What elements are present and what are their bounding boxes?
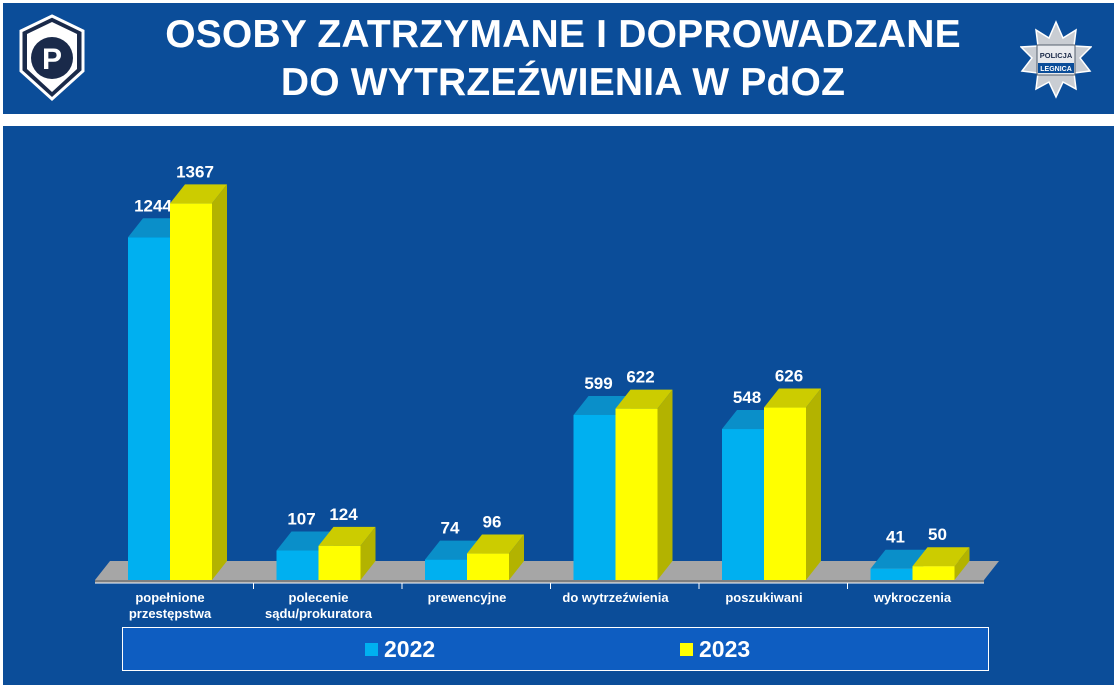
data-label-2022-4: 548 [733, 388, 761, 407]
title-line-1: OSOBY ZATRZYMANE I DOPROWADZANE [165, 13, 961, 56]
data-label-2023-1: 124 [329, 505, 358, 524]
bar-2022-4 [722, 429, 764, 580]
legend-label-2022: 2022 [384, 635, 436, 662]
bar-2022-1 [276, 550, 319, 580]
bar-side-2023-2 [509, 534, 524, 580]
logo-letter: P [42, 43, 62, 76]
bar-2022-5 [870, 568, 913, 580]
bar-2023-3 [615, 408, 658, 580]
bar-2023-1 [318, 545, 361, 580]
bar-top-2023-1 [318, 526, 376, 546]
bar-top-2023-3 [615, 389, 673, 409]
bar-2023-2 [467, 553, 509, 580]
badge-text-bottom: LEGNICA [1040, 66, 1072, 73]
data-label-2023-5: 50 [928, 525, 947, 544]
legend-swatch-2022 [365, 642, 378, 656]
x-tick-label-3-0: do wytrzeźwienia [562, 590, 669, 605]
bar-top-2023-0 [170, 184, 227, 204]
bar-top-2023-4 [764, 388, 821, 408]
data-label-2022-3: 599 [584, 374, 612, 393]
chart-floor-edge [95, 580, 984, 583]
x-tick-label-4-0: poszukiwani [725, 590, 802, 605]
x-tick-label-0-1: przestępstwa [129, 606, 212, 621]
header-banner: P OSOBY ZATRZYMANE I DOPROWADZANE DO WYT… [3, 3, 1114, 114]
chart-legend: 2022 2023 [122, 627, 989, 671]
title-line-2: DO WYTRZEŹWIENIA W PdOZ [280, 61, 846, 104]
legend-swatch-2023 [680, 642, 693, 656]
data-label-2023-4: 626 [775, 367, 803, 386]
badge-text-top: POLICJA [1040, 51, 1073, 60]
data-label-2022-0: 1244 [134, 196, 172, 215]
x-tick-label-0-0: popełnione [135, 590, 204, 605]
police-prevention-logo-icon: P [19, 14, 85, 102]
legend-item-2023: 2023 [680, 635, 750, 663]
data-label-2023-2: 96 [483, 513, 502, 532]
legend-label-2023: 2023 [699, 635, 751, 662]
bar-side-2023-1 [360, 526, 376, 580]
bar-side-2023-4 [806, 388, 821, 580]
bar-2023-4 [764, 407, 806, 580]
bar-top-2023-5 [912, 547, 970, 567]
bar-2023-5 [912, 566, 955, 580]
x-tick-label-1-0: polecenie [289, 590, 349, 605]
bar-side-2023-0 [212, 184, 227, 581]
data-label-2023-3: 622 [626, 368, 654, 387]
bar-2022-3 [573, 414, 616, 580]
data-label-2022-2: 74 [441, 519, 460, 538]
data-label-2023-0: 1367 [176, 162, 214, 181]
bar-top-2022-5 [870, 549, 928, 569]
data-label-2022-5: 41 [886, 528, 905, 547]
bar-2022-2 [425, 559, 467, 580]
police-badge-star-icon: POLICJA LEGNICA [1020, 20, 1092, 99]
bar-2022-0 [128, 237, 170, 580]
x-tick-label-5-0: wykroczenia [873, 590, 952, 605]
x-tick-label-2-0: prewencyjne [428, 590, 507, 605]
chart-floor [95, 561, 999, 580]
x-tick-label-1-1: sądu/prokuratora [265, 606, 373, 621]
legend-item-2022: 2022 [365, 635, 435, 663]
page-title: OSOBY ZATRZYMANE I DOPROWADZANE DO WYTRZ… [103, 11, 1023, 107]
bar-side-2023-5 [954, 547, 970, 580]
bar-2023-0 [170, 203, 212, 581]
bar-side-2023-3 [657, 389, 673, 580]
data-label-2022-1: 107 [287, 510, 315, 529]
bar-top-2023-2 [467, 534, 524, 554]
